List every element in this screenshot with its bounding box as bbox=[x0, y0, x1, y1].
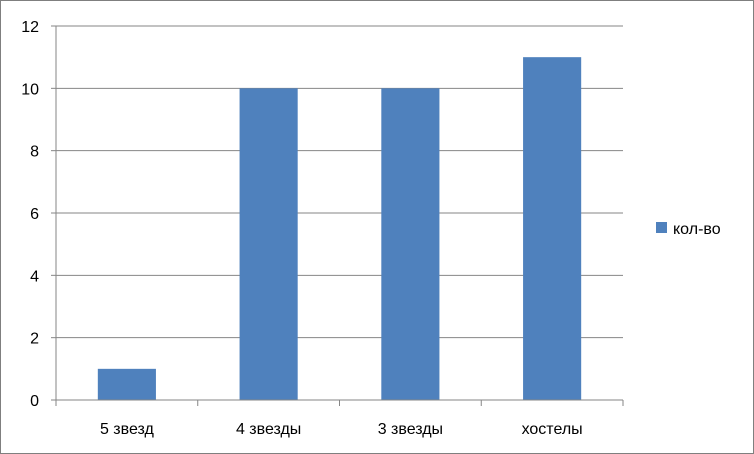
x-tick-label: 4 звезды bbox=[236, 421, 301, 438]
bar bbox=[381, 88, 440, 400]
y-tick-labels: 0 2 4 6 8 10 12 bbox=[21, 19, 39, 410]
x-tick-label: 5 звезд bbox=[100, 421, 155, 438]
legend-label: кол-во bbox=[673, 221, 721, 238]
legend: кол-во bbox=[656, 221, 721, 238]
bar bbox=[97, 368, 156, 400]
axes bbox=[51, 25, 624, 406]
y-tick-label: 8 bbox=[30, 144, 39, 161]
x-tick-label: 3 звезды bbox=[378, 421, 443, 438]
bars bbox=[97, 57, 582, 401]
y-tick-label: 4 bbox=[30, 268, 39, 285]
y-tick-label: 12 bbox=[21, 19, 39, 36]
x-tick-label: хостелы bbox=[522, 421, 583, 438]
bar bbox=[523, 57, 582, 401]
y-tick-label: 6 bbox=[30, 206, 39, 223]
x-tick-labels: 5 звезд 4 звезды 3 звезды хостелы bbox=[100, 421, 583, 438]
y-tick-label: 10 bbox=[21, 81, 39, 98]
legend-swatch bbox=[656, 222, 667, 233]
y-tick-label: 2 bbox=[30, 331, 39, 348]
bar bbox=[239, 88, 298, 400]
y-tick-label: 0 bbox=[30, 393, 39, 410]
